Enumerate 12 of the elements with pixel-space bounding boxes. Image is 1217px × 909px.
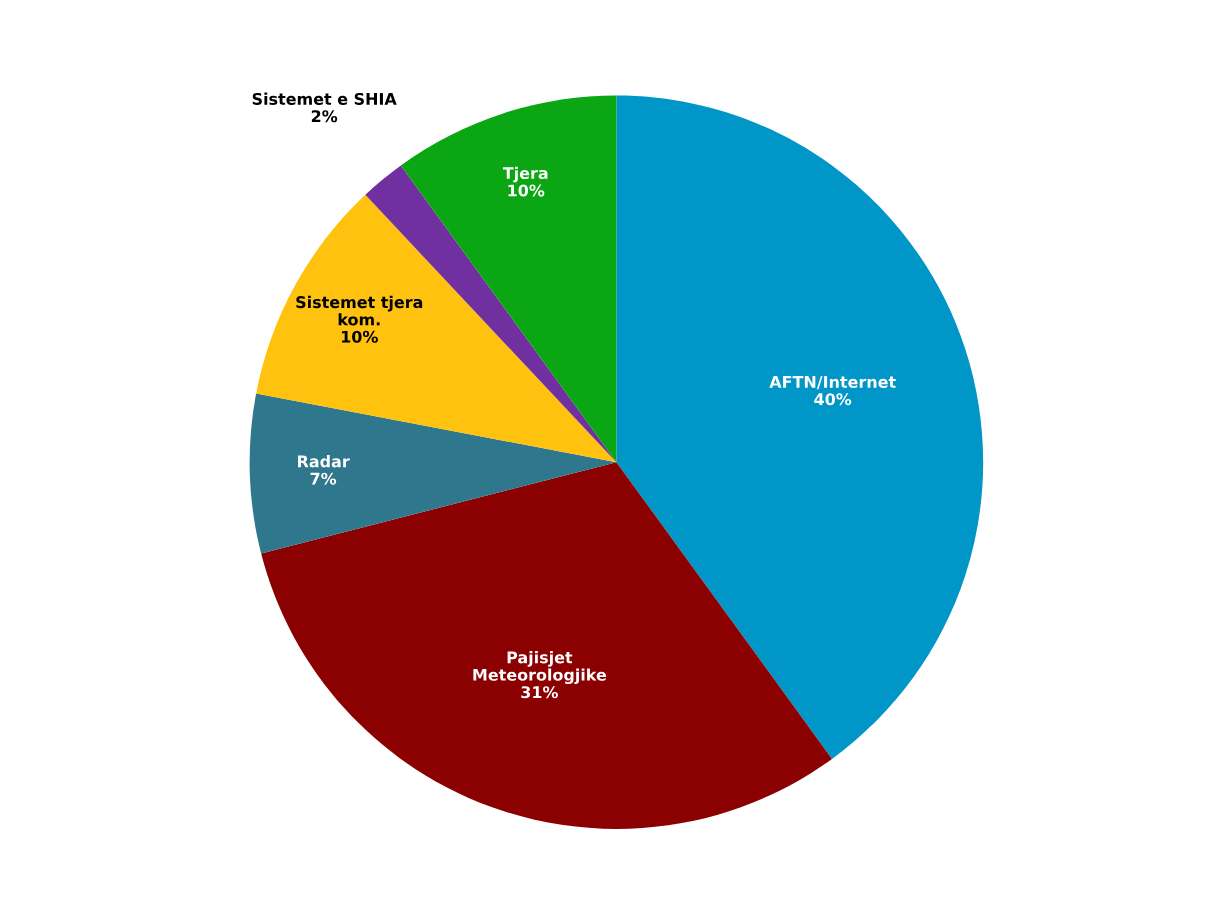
slice-label: Sistemet tjera kom.	[296, 295, 423, 326]
data-label: 7%	[310, 472, 337, 485]
data-label: 2%	[311, 110, 338, 123]
slice-label: AFTN/Internet	[769, 376, 896, 390]
data-label: 40%	[814, 393, 852, 406]
slice-label: Sistemet e SHIA	[252, 92, 397, 105]
slice-label: Pajisjet Meteorologjike	[473, 651, 607, 685]
slice-label: Tjera	[502, 166, 548, 183]
data-label: 10%	[508, 184, 545, 197]
data-label: 10%	[341, 330, 378, 343]
data-label: 31%	[521, 686, 558, 699]
slice-label: Radar	[298, 455, 350, 468]
